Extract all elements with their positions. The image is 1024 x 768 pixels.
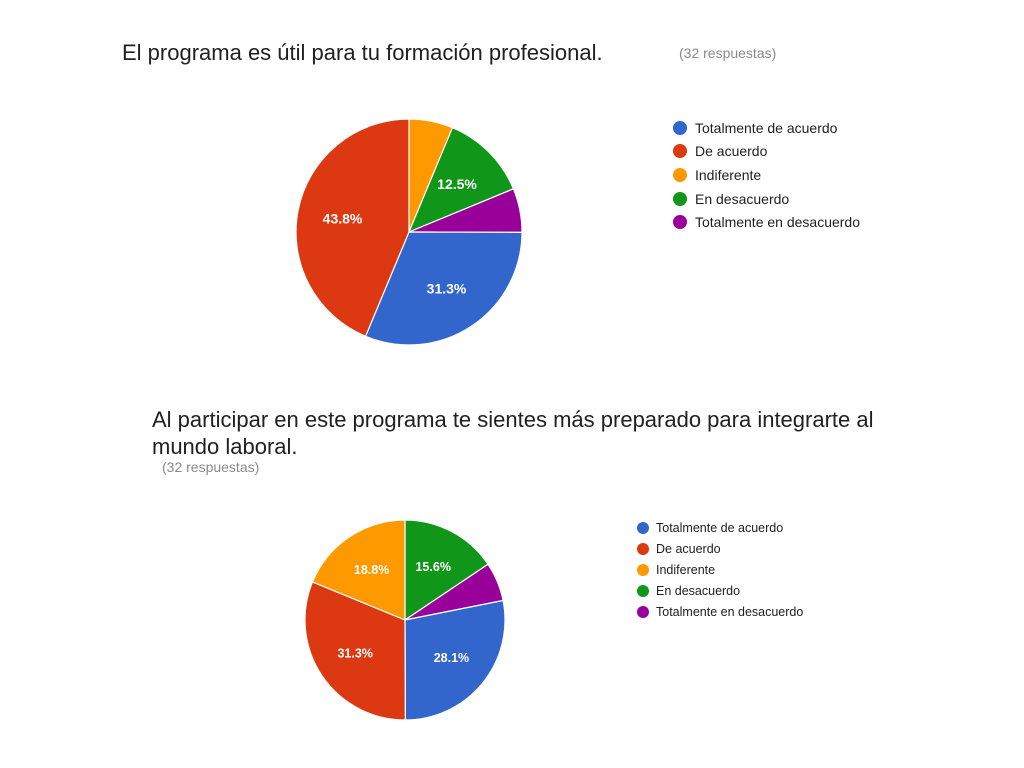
- pie-data-label-totalmente-de-acuerdo: 28.1%: [434, 651, 469, 665]
- legend-item-totalmente-de-acuerdo[interactable]: Totalmente de acuerdo: [637, 518, 803, 539]
- pie-slice-totalmente-de-acuerdo[interactable]: [404, 599, 506, 721]
- pie-data-label-indiferente: 18.8%: [354, 563, 389, 577]
- legend-item-indiferente[interactable]: Indiferente: [637, 560, 803, 581]
- legend-label: Totalmente de acuerdo: [695, 119, 838, 136]
- question-2-legend: Totalmente de acuerdo De acuerdo Indiferen…: [637, 518, 803, 622]
- legend-label: Indiferente: [656, 562, 716, 577]
- legend-label: De acuerdo: [695, 143, 768, 160]
- legend-item-indiferente[interactable]: Indiferente: [673, 163, 860, 187]
- pie-slice-en-desacuerdo[interactable]: [404, 519, 489, 622]
- pie-slice-totalmente-de-acuerdo[interactable]: [364, 231, 523, 346]
- pie-data-label-en-desacuerdo: 12.5%: [437, 176, 477, 192]
- legend-swatch-icon: [637, 605, 649, 618]
- legend-label: De acuerdo: [656, 542, 721, 557]
- legend-label: Totalmente de acuerdo: [656, 521, 784, 536]
- legend-item-de-acuerdo[interactable]: De acuerdo: [673, 140, 860, 164]
- legend-swatch-icon: [637, 563, 649, 576]
- question-1-pie-chart: 12.5% 31.3% 43.8%: [295, 118, 523, 346]
- pie-data-label-totalmente-de-acuerdo: 31.3%: [427, 280, 467, 296]
- question-1-title: El programa es útil para tu formación pr…: [122, 40, 603, 65]
- question-2-response-count: (32 respuestas): [162, 459, 260, 475]
- legend-item-de-acuerdo[interactable]: De acuerdo: [637, 539, 803, 560]
- legend-label: Indiferente: [695, 166, 762, 183]
- legend-swatch-icon: [673, 191, 687, 206]
- pie-data-label-en-desacuerdo: 15.6%: [415, 560, 450, 574]
- legend-swatch-icon: [673, 120, 687, 135]
- question-1-response-count: (32 respuestas): [679, 45, 777, 61]
- legend-item-en-desacuerdo[interactable]: En desacuerdo: [673, 187, 860, 211]
- legend-swatch-icon: [673, 167, 687, 182]
- legend-swatch-icon: [637, 522, 649, 535]
- legend-swatch-icon: [637, 584, 649, 597]
- legend-swatch-icon: [673, 215, 687, 230]
- legend-item-en-desacuerdo[interactable]: En desacuerdo: [637, 580, 803, 601]
- legend-item-totalmente-de-acuerdo[interactable]: Totalmente de acuerdo: [673, 116, 860, 140]
- question-2-title: Al participar en este programa te siente…: [152, 407, 874, 459]
- pie-slice-en-desacuerdo[interactable]: [407, 126, 515, 234]
- pie-slice-indiferente[interactable]: [311, 519, 406, 621]
- pie-slice-de-acuerdo[interactable]: [304, 581, 406, 721]
- legend-label: Totalmente en desacuerdo: [656, 604, 804, 619]
- legend-label: En desacuerdo: [695, 190, 790, 207]
- question-1-legend: Totalmente de acuerdo De acuerdo Indiferen…: [673, 116, 860, 234]
- legend-item-totalmente-en-desacuerdo[interactable]: Totalmente en desacuerdo: [637, 601, 803, 622]
- legend-item-totalmente-en-desacuerdo[interactable]: Totalmente en desacuerdo: [673, 210, 860, 234]
- pie-slice-de-acuerdo[interactable]: [295, 118, 410, 338]
- pie-data-label-de-acuerdo: 31.3%: [337, 646, 372, 660]
- legend-swatch-icon: [673, 144, 687, 159]
- legend-label: En desacuerdo: [656, 583, 741, 598]
- legend-label: Totalmente en desacuerdo: [695, 214, 860, 231]
- question-2-pie-chart: 15.6% 28.1% 31.3% 18.8%: [304, 519, 506, 721]
- pie-data-label-de-acuerdo: 43.8%: [323, 211, 363, 227]
- legend-swatch-icon: [637, 543, 649, 556]
